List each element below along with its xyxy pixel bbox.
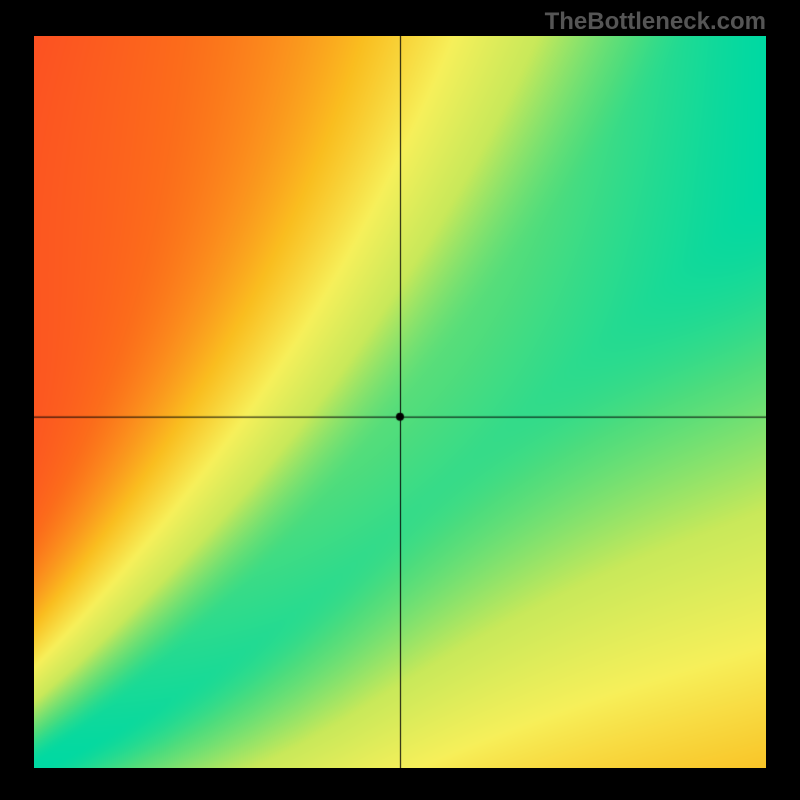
crosshair-canvas — [34, 36, 766, 768]
chart-stage: { "watermark": { "text": "TheBottleneck.… — [0, 0, 800, 800]
watermark-text: TheBottleneck.com — [545, 8, 766, 36]
plot-area — [34, 36, 766, 768]
